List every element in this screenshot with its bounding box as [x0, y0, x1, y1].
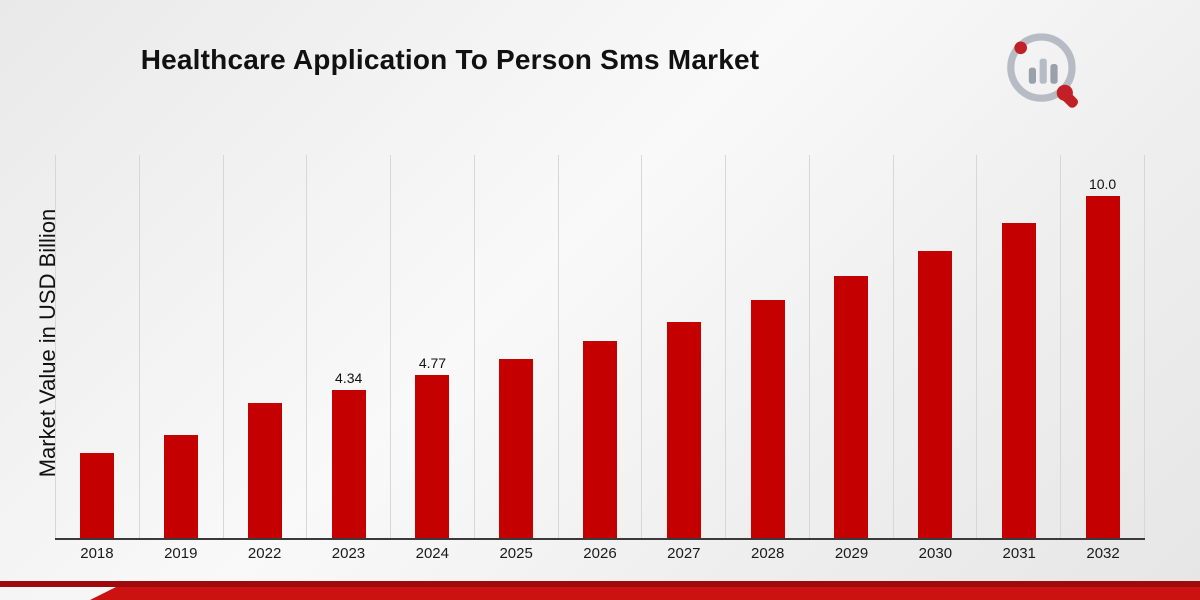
grid-cell [222, 155, 307, 538]
bar-2030 [918, 250, 953, 538]
x-tick-2031: 2031 [1002, 545, 1036, 562]
x-tick-2025: 2025 [499, 545, 533, 562]
plot-area: 4.34 4.77 10.0 [55, 155, 1145, 540]
x-tick-2029: 2029 [834, 545, 869, 562]
grid-cell [892, 155, 977, 538]
x-tick-2027: 2027 [667, 545, 701, 562]
x-axis-ticks: 2018 2019 2022 2023 2024 2025 2026 2027 2028 2029… [55, 545, 1145, 562]
x-tick-2022: 2022 [247, 545, 282, 562]
bar-2028 [750, 300, 785, 538]
grid-cell: 4.34 [306, 155, 390, 538]
x-tick-2019: 2019 [164, 545, 198, 562]
bar-chart: 4.34 4.77 10.0 [55, 155, 1145, 540]
x-tick-2024: 2024 [415, 545, 449, 562]
bar-2031 [1001, 223, 1036, 538]
grid-cell [557, 155, 642, 538]
grid-cell [473, 155, 558, 538]
bar-value-label: 10.0 [1088, 176, 1117, 193]
chart-title: Healthcare Application To Person Sms Mar… [140, 44, 760, 75]
bar-value-label: 4.34 [335, 369, 363, 386]
grid-cell: 10.0 [1060, 155, 1145, 538]
x-tick-2028: 2028 [750, 545, 785, 562]
bar-2029 [834, 276, 869, 538]
footer-accent-band [90, 587, 1200, 600]
grid-cell [976, 155, 1060, 538]
grid-cell [725, 155, 809, 538]
bar-2025 [499, 358, 534, 538]
bar-2027 [666, 321, 701, 538]
x-tick-2030: 2030 [918, 545, 953, 562]
grid-cell: 4.77 [390, 155, 474, 538]
bar-2019 [164, 435, 199, 538]
grid-cell [808, 155, 893, 538]
bar-value-label: 4.77 [418, 354, 447, 371]
bar-2032 [1085, 196, 1120, 538]
grid-cell [641, 155, 725, 538]
footer-accent-line [0, 581, 1200, 587]
market-research-future-logo [1007, 33, 1078, 108]
x-tick-2018: 2018 [80, 545, 114, 562]
x-tick-2023: 2023 [331, 545, 366, 562]
bar-2023 [331, 389, 366, 538]
bar-2022 [247, 402, 282, 538]
x-tick-2032: 2032 [1086, 545, 1120, 562]
x-tick-2026: 2026 [583, 545, 617, 562]
bar-2018 [80, 452, 115, 538]
grid-cell [55, 155, 139, 538]
grid-cell [138, 155, 223, 538]
bar-2024 [415, 374, 450, 538]
bar-2026 [582, 341, 617, 538]
